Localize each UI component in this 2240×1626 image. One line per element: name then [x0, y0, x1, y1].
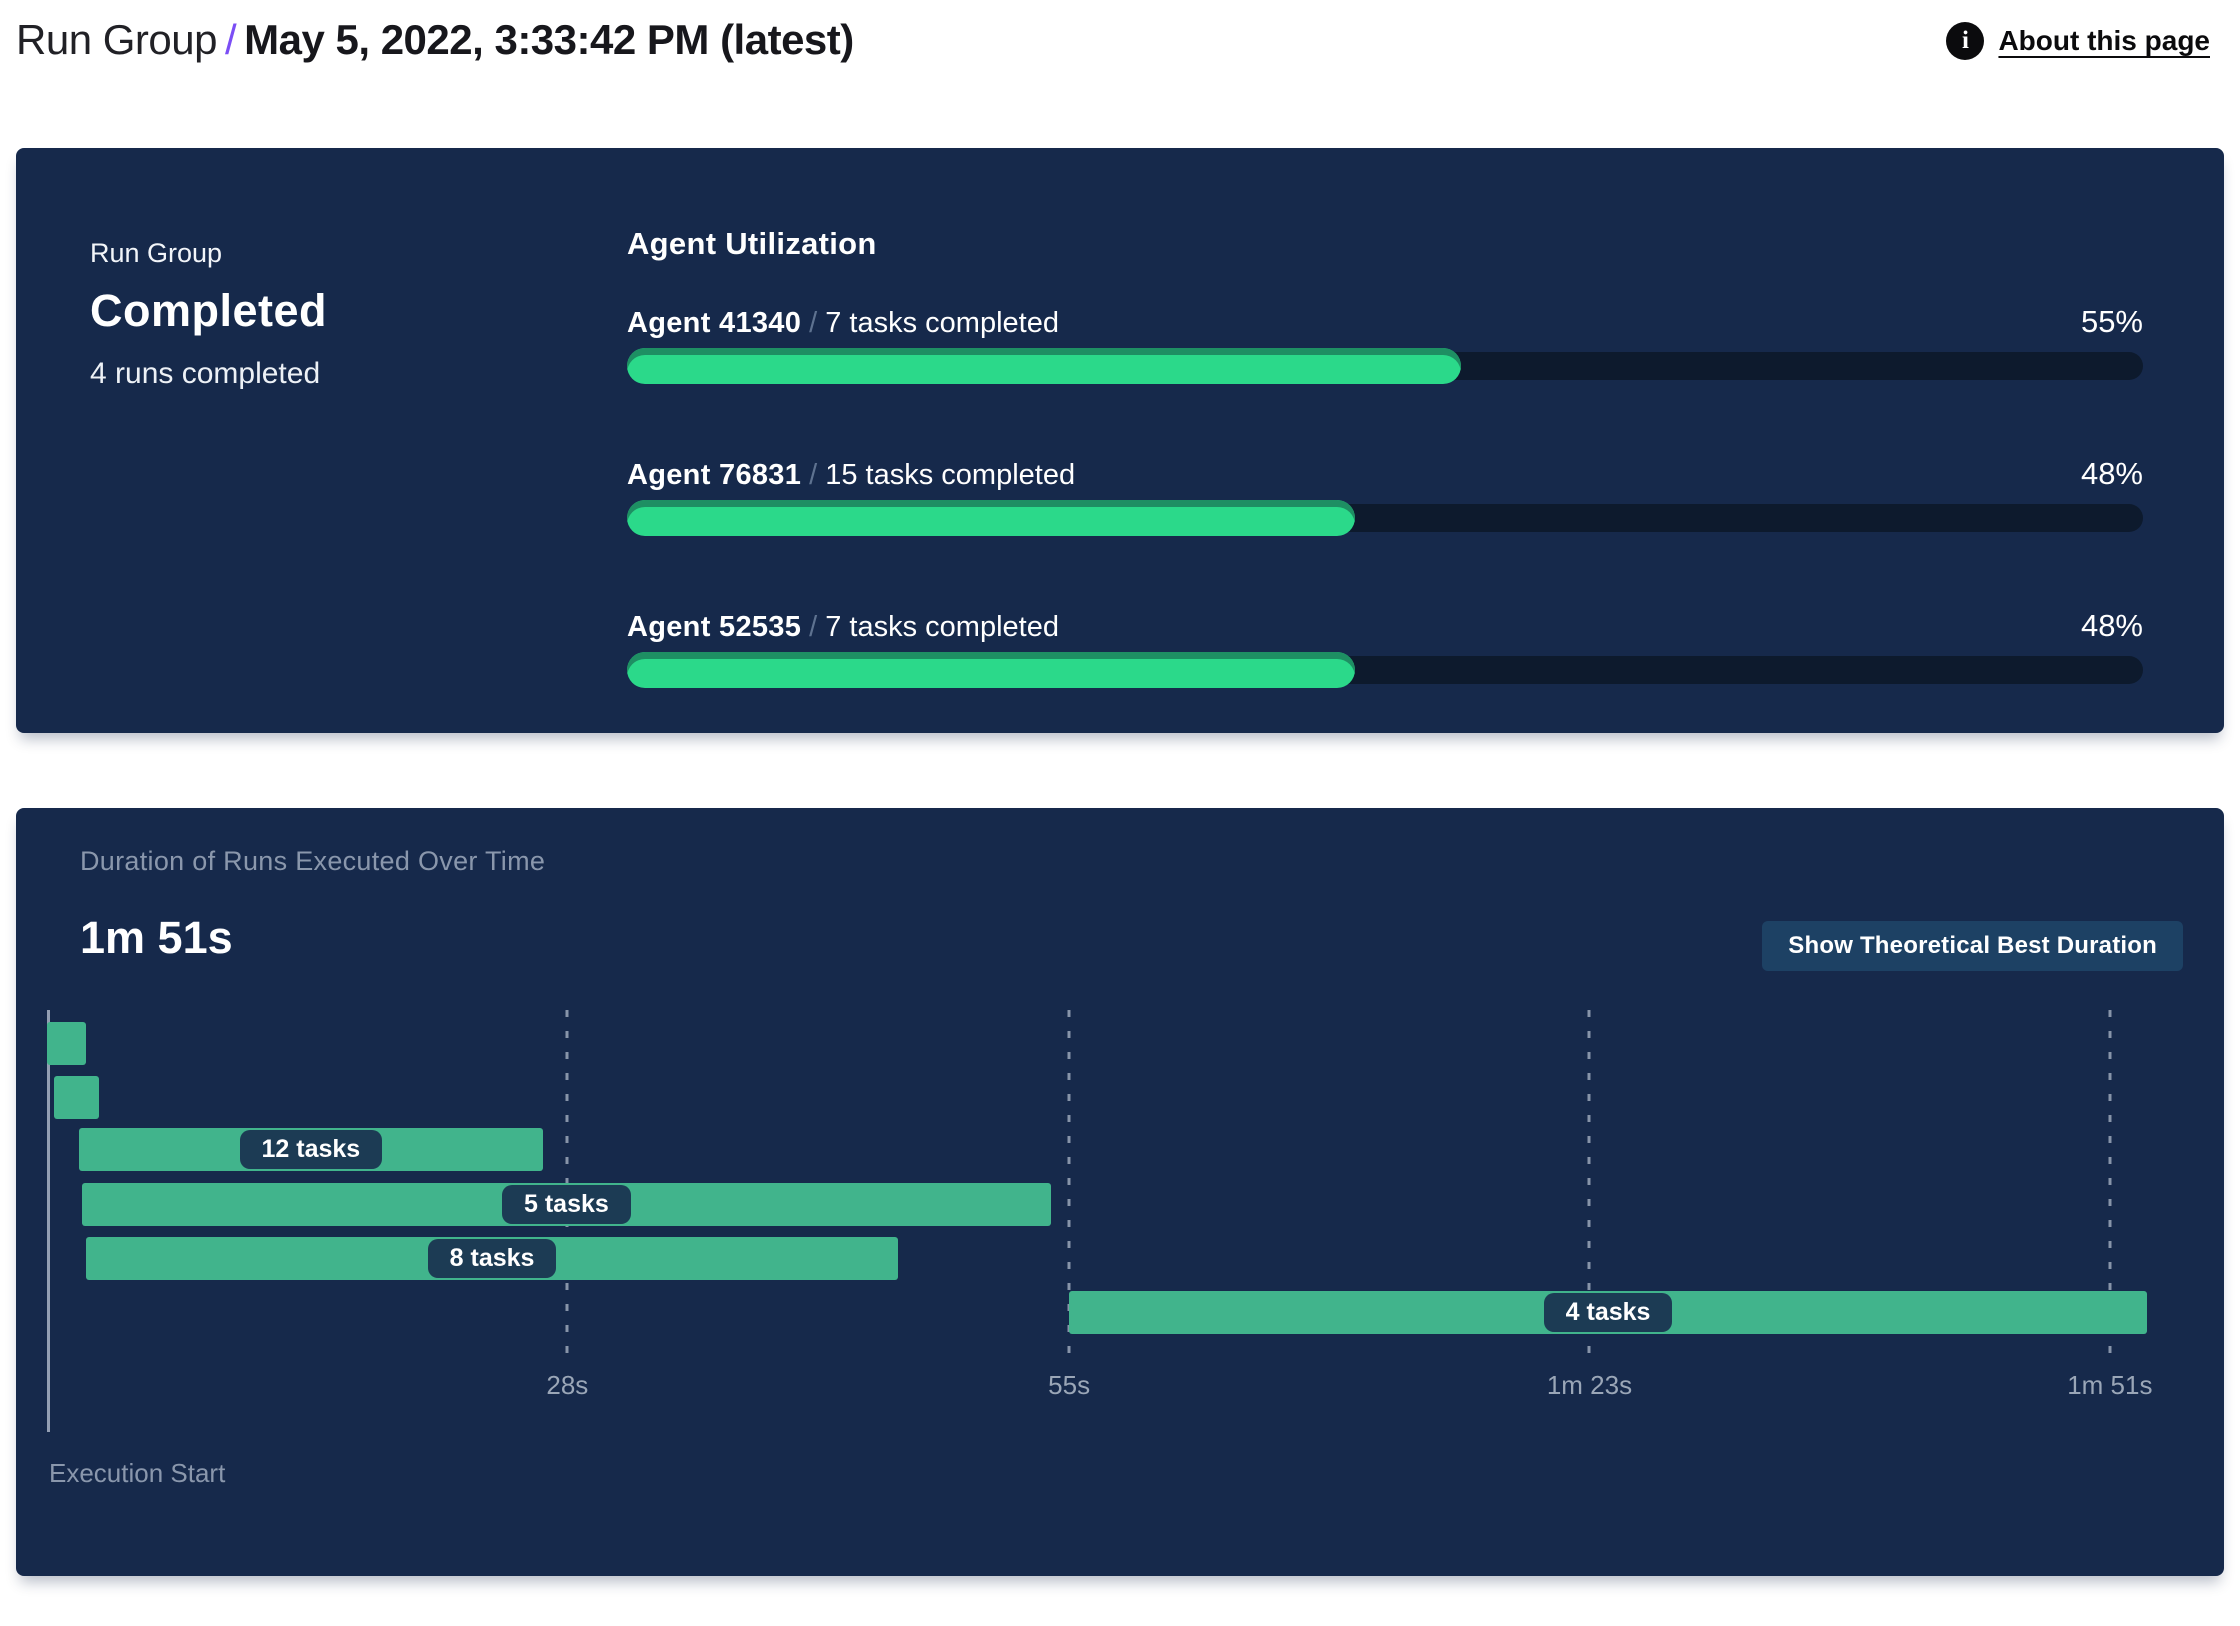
run-group-status: Completed — [90, 285, 328, 336]
task-count-pill: 4 tasks — [1543, 1293, 1673, 1332]
utilization-bar-track — [627, 348, 2143, 384]
agent-name: Agent 76831 — [627, 459, 802, 491]
run-duration-bar[interactable]: 12 tasks — [78, 1128, 544, 1171]
page-header: Run Group / May 5, 2022, 3:33:42 PM (lates… — [0, 0, 2240, 66]
agent-label-separator: / — [809, 611, 818, 643]
x-gridline — [2108, 1010, 2112, 1362]
agent-label: Agent 41340/7 tasks completed — [627, 307, 1059, 340]
x-tick-label: 1m 51s — [2067, 1370, 2153, 1400]
info-icon: i — [1946, 22, 1985, 60]
utilization-bar-track — [627, 652, 2143, 688]
run-duration-bar[interactable]: 5 tasks — [82, 1183, 1051, 1226]
x-gridline — [1587, 1010, 1591, 1362]
agent-label: Agent 52535/7 tasks completed — [627, 611, 1059, 644]
utilization-bar-fill — [627, 652, 1355, 688]
run-duration-bar[interactable]: 4 tasks — [1069, 1291, 2147, 1334]
agent-utilization-title: Agent Utilization — [627, 226, 877, 261]
run-duration-bar[interactable] — [47, 1022, 87, 1065]
agent-utilization-row: Agent 41340/7 tasks completed 55% — [627, 304, 2143, 384]
page-title: May 5, 2022, 3:33:42 PM (latest) — [244, 16, 854, 63]
run-group-summary-card: Run Group Completed 4 runs completed Age… — [16, 148, 2224, 733]
agent-tasks-completed: 15 tasks completed — [825, 459, 1076, 491]
duration-card: Duration of Runs Executed Over Time 1m 5… — [16, 808, 2224, 1576]
run-group-label: Run Group — [90, 238, 223, 268]
runs-completed-count: 4 runs completed — [90, 357, 321, 390]
utilization-bar-fill — [627, 348, 1461, 384]
duration-gantt-chart: 28s 55s 1m 23s 1m 51s 12 tasks 5 tasks 8 task… — [47, 1010, 2152, 1530]
agent-utilization-percent: 55% — [2080, 304, 2143, 339]
duration-chart-title: Duration of Runs Executed Over Time — [80, 846, 546, 876]
run-group-status-block: Run Group Completed 4 runs completed — [90, 226, 627, 733]
agent-label-separator: / — [809, 307, 818, 339]
task-count-pill: 12 tasks — [239, 1130, 383, 1169]
agent-label: Agent 76831/15 tasks completed — [627, 459, 1075, 492]
utilization-bar-fill — [627, 500, 1355, 536]
agent-utilization-row: Agent 76831/15 tasks completed 48% — [627, 456, 2143, 536]
utilization-bar-track — [627, 500, 2143, 536]
breadcrumb: Run Group / May 5, 2022, 3:33:42 PM (lates… — [16, 14, 854, 66]
about-link-label: About this page — [1998, 25, 2210, 56]
agent-tasks-completed: 7 tasks completed — [825, 611, 1059, 643]
breadcrumb-separator: / — [224, 16, 237, 63]
x-gridline — [1067, 1010, 1071, 1362]
run-duration-bar[interactable]: 8 tasks — [86, 1237, 899, 1280]
about-this-page-link[interactable]: i About this page — [1946, 22, 2210, 60]
run-duration-bar[interactable] — [54, 1076, 100, 1119]
agent-tasks-completed: 7 tasks completed — [825, 307, 1059, 339]
x-tick-label: 1m 23s — [1546, 1370, 1633, 1400]
agent-utilization-percent: 48% — [2080, 456, 2143, 491]
agent-utilization-percent: 48% — [2080, 608, 2143, 643]
agent-name: Agent 52535 — [627, 611, 802, 643]
task-count-pill: 8 tasks — [427, 1239, 557, 1278]
execution-start-axis-line — [47, 1010, 50, 1432]
total-duration-value: 1m 51s — [80, 912, 233, 963]
show-theoretical-best-duration-button[interactable]: Show Theoretical Best Duration — [1762, 921, 2183, 971]
task-count-pill: 5 tasks — [502, 1185, 631, 1224]
breadcrumb-run-group[interactable]: Run Group — [16, 16, 217, 63]
x-tick-label: 55s — [1048, 1370, 1091, 1400]
execution-start-label: Execution Start — [49, 1458, 226, 1488]
agent-label-separator: / — [809, 459, 818, 491]
agent-utilization-list: Agent 41340/7 tasks completed 55% Agent 76… — [627, 304, 2143, 688]
x-tick-label: 28s — [546, 1370, 589, 1400]
agent-utilization-row: Agent 52535/7 tasks completed 48% — [627, 608, 2143, 688]
agent-name: Agent 41340 — [627, 307, 802, 339]
agent-utilization-section: Agent Utilization Agent 41340/7 tasks co… — [627, 226, 2143, 733]
